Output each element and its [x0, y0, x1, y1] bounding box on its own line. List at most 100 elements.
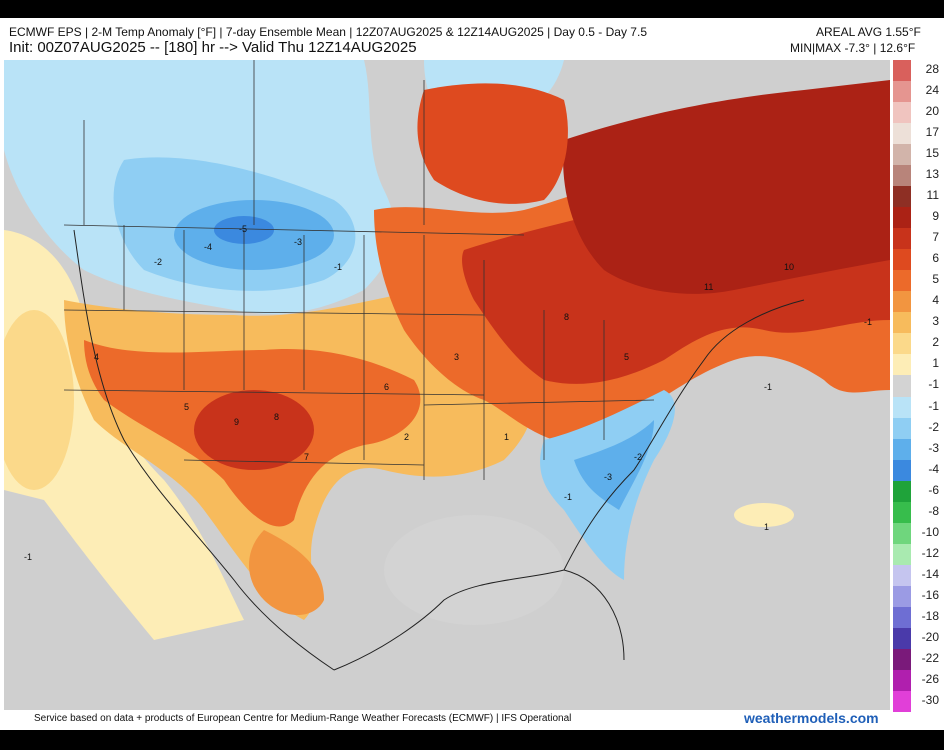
legend-label: 15 — [925, 146, 939, 161]
pacific-warm-core — [4, 310, 74, 490]
map-label: 10 — [784, 262, 794, 272]
legend-row: 15 — [893, 144, 941, 166]
legend-swatch — [893, 249, 911, 271]
legend-swatch — [893, 81, 911, 103]
map-label: -1 — [334, 262, 342, 272]
legend-label: -12 — [921, 545, 939, 560]
brand-link[interactable]: weathermodels.com — [744, 710, 879, 726]
legend-label: -1 — [928, 377, 939, 392]
ontario-warm — [417, 83, 568, 204]
legend-row: 17 — [893, 123, 941, 145]
map-label: -5 — [239, 224, 247, 234]
legend-swatch — [893, 354, 911, 376]
legend-row: -6 — [893, 480, 941, 502]
legend-label: 3 — [932, 314, 939, 329]
legend-label: -26 — [921, 671, 939, 686]
legend-row: 9 — [893, 207, 941, 229]
anomaly-labels: -5 -4 -3 -2 -1 4 9 8 7 5 6 8 11 10 5 -3 … — [24, 224, 872, 562]
legend-swatch — [893, 60, 911, 82]
map-label: 6 — [384, 382, 389, 392]
legend-row: 13 — [893, 165, 941, 187]
areal-average: AREAL AVG 1.55°F — [816, 25, 921, 39]
legend-row: 24 — [893, 81, 941, 103]
map-label: 1 — [504, 432, 509, 442]
legend-label: -16 — [921, 587, 939, 602]
map-label: -4 — [204, 242, 212, 252]
min-max-readout: MIN|MAX -7.3° | 12.6°F — [790, 41, 916, 55]
legend-swatch — [893, 186, 911, 208]
legend-label: -2 — [928, 419, 939, 434]
legend-row: 2 — [893, 333, 941, 355]
southeast-cool-core — [574, 420, 654, 510]
legend-row: -14 — [893, 564, 941, 586]
legend-label: 28 — [925, 62, 939, 76]
legend-label: -22 — [921, 650, 939, 665]
legend-swatch — [893, 417, 911, 439]
legend-swatch — [893, 333, 911, 355]
legend-row: -12 — [893, 543, 941, 565]
legend-row: -1 — [893, 375, 941, 397]
temperature-anomaly-map[interactable]: -5 -4 -3 -2 -1 4 9 8 7 5 6 8 11 10 5 -3 … — [4, 60, 890, 710]
map-label: -2 — [634, 452, 642, 462]
legend-label: 24 — [925, 83, 939, 98]
legend-swatch — [893, 564, 911, 586]
legend-row: -26 — [893, 669, 941, 691]
legend-label: -18 — [921, 608, 939, 623]
legend-swatch — [893, 396, 911, 418]
legend-label: 2 — [932, 335, 939, 350]
map-svg: -5 -4 -3 -2 -1 4 9 8 7 5 6 8 11 10 5 -3 … — [4, 60, 890, 710]
legend-swatch — [893, 207, 911, 229]
map-label: 5 — [184, 402, 189, 412]
legend-label: 13 — [925, 167, 939, 182]
legend-row: -2 — [893, 417, 941, 439]
legend-row: -8 — [893, 501, 941, 523]
quebec-hot-core — [563, 80, 890, 294]
legend-label: 5 — [932, 272, 939, 287]
legend-label: 4 — [932, 293, 939, 308]
legend-swatch — [893, 648, 911, 670]
map-label: -1 — [24, 552, 32, 562]
legend-swatch — [893, 375, 911, 397]
map-label: 5 — [624, 352, 629, 362]
legend-row: -20 — [893, 627, 941, 649]
legend-swatch — [893, 585, 911, 607]
legend-swatch — [893, 123, 911, 145]
legend-swatch — [893, 480, 911, 502]
map-title: ECMWF EPS | 2-M Temp Anomaly [°F] | 7-da… — [9, 25, 647, 39]
init-valid-line: Init: 00Z07AUG2025 -- [180] hr --> Valid… — [9, 39, 417, 56]
legend-label: -30 — [921, 692, 939, 707]
legend-label: -3 — [928, 440, 939, 455]
map-label: 2 — [404, 432, 409, 442]
legend-row: -1 — [893, 396, 941, 418]
legend-row: 28 — [893, 60, 941, 82]
atlantic-warm-patch — [734, 503, 794, 527]
legend-row: -3 — [893, 438, 941, 460]
legend-swatch — [893, 165, 911, 187]
map-label: 1 — [764, 522, 769, 532]
legend-swatch — [893, 438, 911, 460]
legend-row: 6 — [893, 249, 941, 271]
legend-swatch — [893, 543, 911, 565]
legend-swatch — [893, 669, 911, 691]
legend-row: 1 — [893, 354, 941, 376]
map-label: 8 — [564, 312, 569, 322]
legend-label: -1 — [928, 398, 939, 413]
legend-label: 9 — [932, 209, 939, 224]
legend-swatch — [893, 291, 911, 313]
legend-label: -20 — [921, 629, 939, 644]
borders — [63, 60, 655, 480]
color-legend: 28 24 20 17 15 13 11 9 7 6 5 4 3 2 1 -1 -1 -2 -3 -4 -6 -8 -10 -… — [893, 60, 941, 712]
legend-label: -14 — [921, 566, 939, 581]
legend-label: 1 — [932, 356, 939, 371]
legend-row: -4 — [893, 459, 941, 481]
map-label: -3 — [294, 237, 302, 247]
legend-row: -30 — [893, 690, 941, 712]
map-label: 11 — [704, 282, 713, 292]
legend-row: 7 — [893, 228, 941, 250]
legend-swatch — [893, 690, 911, 712]
legend-swatch — [893, 144, 911, 166]
legend-label: 6 — [932, 251, 939, 266]
legend-label: 17 — [925, 125, 939, 140]
legend-row: -22 — [893, 648, 941, 670]
legend-swatch — [893, 522, 911, 544]
